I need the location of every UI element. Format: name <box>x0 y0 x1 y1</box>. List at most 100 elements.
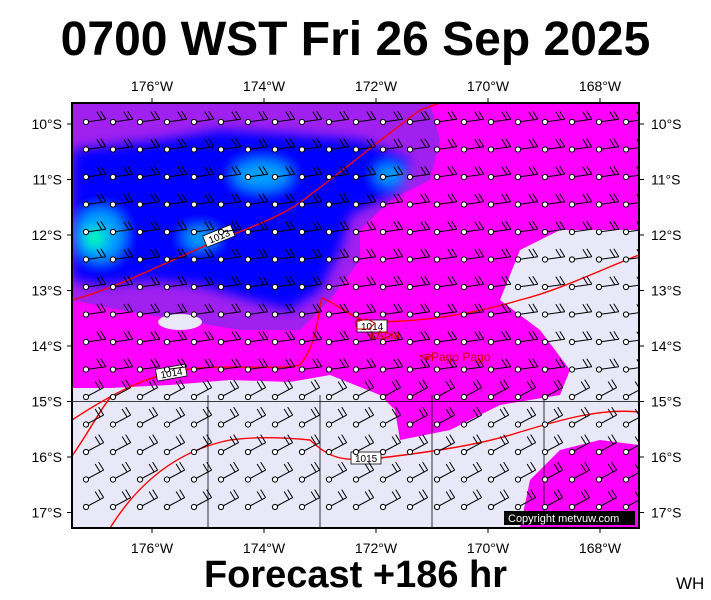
wind-barb <box>136 193 161 208</box>
lat-tick-label-left: 17°S <box>31 505 62 521</box>
wind-barb <box>541 379 564 401</box>
wind-barb <box>406 406 429 428</box>
wind-barb <box>271 248 296 263</box>
wind-barb <box>514 275 539 291</box>
wind-barb <box>568 220 593 236</box>
wind-barb <box>487 275 512 291</box>
wind-barb <box>136 489 159 511</box>
wind-barb <box>433 193 458 208</box>
lat-tick-label-left: 11°S <box>33 172 62 188</box>
wind-barb <box>244 434 267 456</box>
wind-barb <box>541 330 566 346</box>
wind-barb <box>541 303 566 318</box>
wind-barb <box>433 303 458 318</box>
wind-barb <box>190 379 213 401</box>
wind-barb <box>460 193 485 208</box>
wind-barb <box>379 248 404 263</box>
wind-barb <box>109 434 132 456</box>
wind-barb <box>460 489 483 511</box>
wind-barb <box>325 406 348 428</box>
wind-barb <box>217 165 242 181</box>
wind-barb <box>595 165 620 181</box>
wind-barb <box>568 110 593 126</box>
wind-barb <box>379 330 404 346</box>
wind-barb <box>163 489 186 511</box>
wind-barb <box>217 330 242 346</box>
wind-barb <box>271 165 296 181</box>
wind-barb <box>514 330 539 346</box>
wind-barb <box>568 461 591 483</box>
wind-barb <box>487 461 510 483</box>
lon-tick-label-bottom: 170°W <box>467 540 510 556</box>
wind-barb <box>271 358 296 373</box>
wind-barb <box>217 406 240 428</box>
wind-barb <box>595 193 620 208</box>
wind-barb <box>190 461 213 483</box>
wind-barb <box>595 303 620 318</box>
wind-barb <box>82 358 107 373</box>
wind-barb <box>190 358 215 373</box>
wind-barb <box>217 303 242 318</box>
wind-barb <box>109 330 134 346</box>
wind-barb <box>460 220 485 236</box>
wind-barb <box>217 220 242 236</box>
wind-barb <box>244 220 269 236</box>
wind-barb <box>352 110 377 126</box>
wind-barb <box>298 358 323 373</box>
wind-barb <box>325 358 350 373</box>
wind-barb <box>271 406 294 428</box>
wind-barb <box>433 489 456 511</box>
wind-barb <box>622 489 639 511</box>
wind-barb <box>82 165 107 181</box>
wind-barb <box>460 358 485 373</box>
wind-barb <box>163 165 188 181</box>
wind-barb <box>568 303 593 318</box>
wind-barb <box>352 434 375 456</box>
wind-barb <box>109 138 134 153</box>
isobar-1016 <box>72 397 111 457</box>
wind-barb <box>460 275 485 291</box>
wind-barb <box>298 220 323 236</box>
wind-barb <box>190 110 215 126</box>
wind-barb <box>298 193 323 208</box>
wind-barb <box>433 379 456 401</box>
lon-tick-label-bottom: 176°W <box>131 540 174 556</box>
wind-barb <box>190 303 215 318</box>
wind-barb <box>190 434 213 456</box>
wind-barb <box>217 358 242 373</box>
wind-barb <box>190 489 213 511</box>
wind-barb <box>406 220 431 236</box>
wind-barb <box>163 330 188 346</box>
wind-barb <box>379 434 402 456</box>
lat-tick-label-left: 14°S <box>31 338 62 354</box>
lat-tick-label-right: 16°S <box>651 449 682 465</box>
forecast-label: Forecast +186 hr <box>203 554 508 596</box>
wind-barb <box>514 248 539 263</box>
map-title: 0700 WST Fri 26 Sep 2025 <box>60 13 651 66</box>
lat-tick-label-right: 14°S <box>651 338 682 354</box>
wind-barb <box>379 358 404 373</box>
wind-barb <box>433 110 458 126</box>
wind-barb <box>622 331 639 346</box>
place-labels: Apia Pago Pago <box>370 328 491 364</box>
wind-barb <box>82 406 105 428</box>
wind-barb <box>379 379 402 401</box>
wind-barb <box>595 220 620 236</box>
wind-barb <box>82 461 105 483</box>
wind-barb <box>190 220 215 236</box>
copyright-box: Copyright metvuw.com <box>504 511 635 525</box>
wind-barb <box>406 434 429 456</box>
wind-barb <box>298 275 323 291</box>
wind-barb <box>406 461 429 483</box>
wind-barb <box>325 138 350 153</box>
wind-barb <box>460 303 485 318</box>
wind-barb <box>217 193 242 208</box>
lat-tick-label-right: 13°S <box>651 283 682 299</box>
wind-barb <box>136 358 161 373</box>
wind-barb <box>379 138 404 153</box>
wind-barb <box>568 275 593 291</box>
wind-barb <box>595 461 618 483</box>
wind-barb <box>487 358 512 373</box>
wind-barb <box>352 165 377 181</box>
lon-tick-label-bottom: 172°W <box>355 540 398 556</box>
